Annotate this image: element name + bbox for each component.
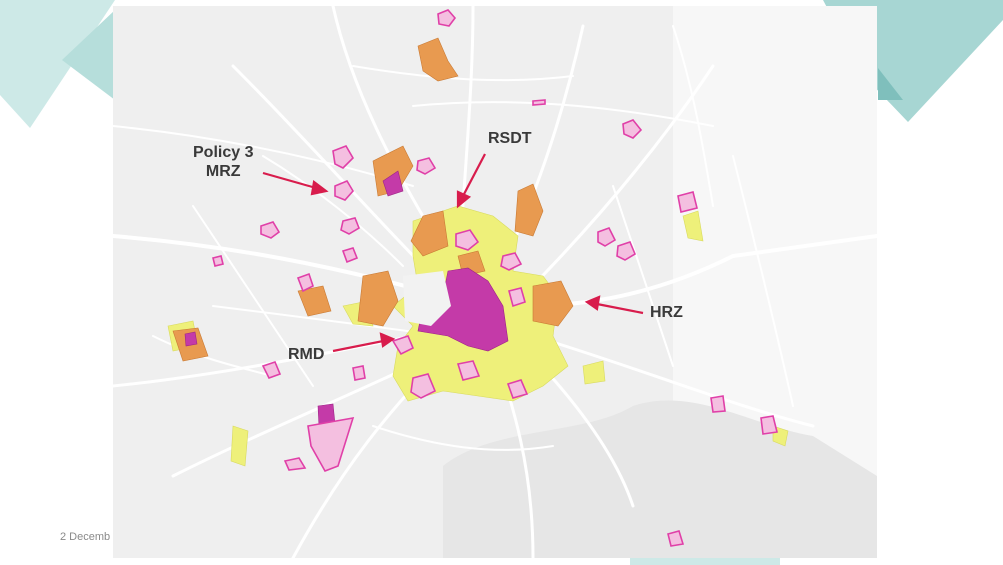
footer-date: 2 Decemb	[60, 531, 111, 543]
park-area	[403, 271, 451, 326]
orange-zone	[172, 37, 574, 362]
rmd-label: RMD	[288, 346, 325, 363]
hrz-label: HRZ	[650, 304, 683, 321]
hills-area	[443, 400, 877, 558]
rsdt-label: RSDT	[488, 130, 532, 147]
map-canvas	[113, 6, 877, 558]
corner-decoration-top-left	[0, 0, 115, 128]
policy3-mrz-label: Policy 3 MRZ	[193, 143, 253, 181]
magenta-zone	[184, 170, 509, 427]
policy3-label-line1: Policy 3	[193, 144, 254, 161]
policy3-label-line2: MRZ	[205, 163, 241, 180]
bottom-decoration	[630, 557, 780, 565]
city-zoning-map: Policy 3 MRZ RSDT HRZ RMD	[113, 6, 877, 558]
pink-outline-polygons	[212, 9, 778, 547]
arrow-icon	[262, 153, 644, 353]
